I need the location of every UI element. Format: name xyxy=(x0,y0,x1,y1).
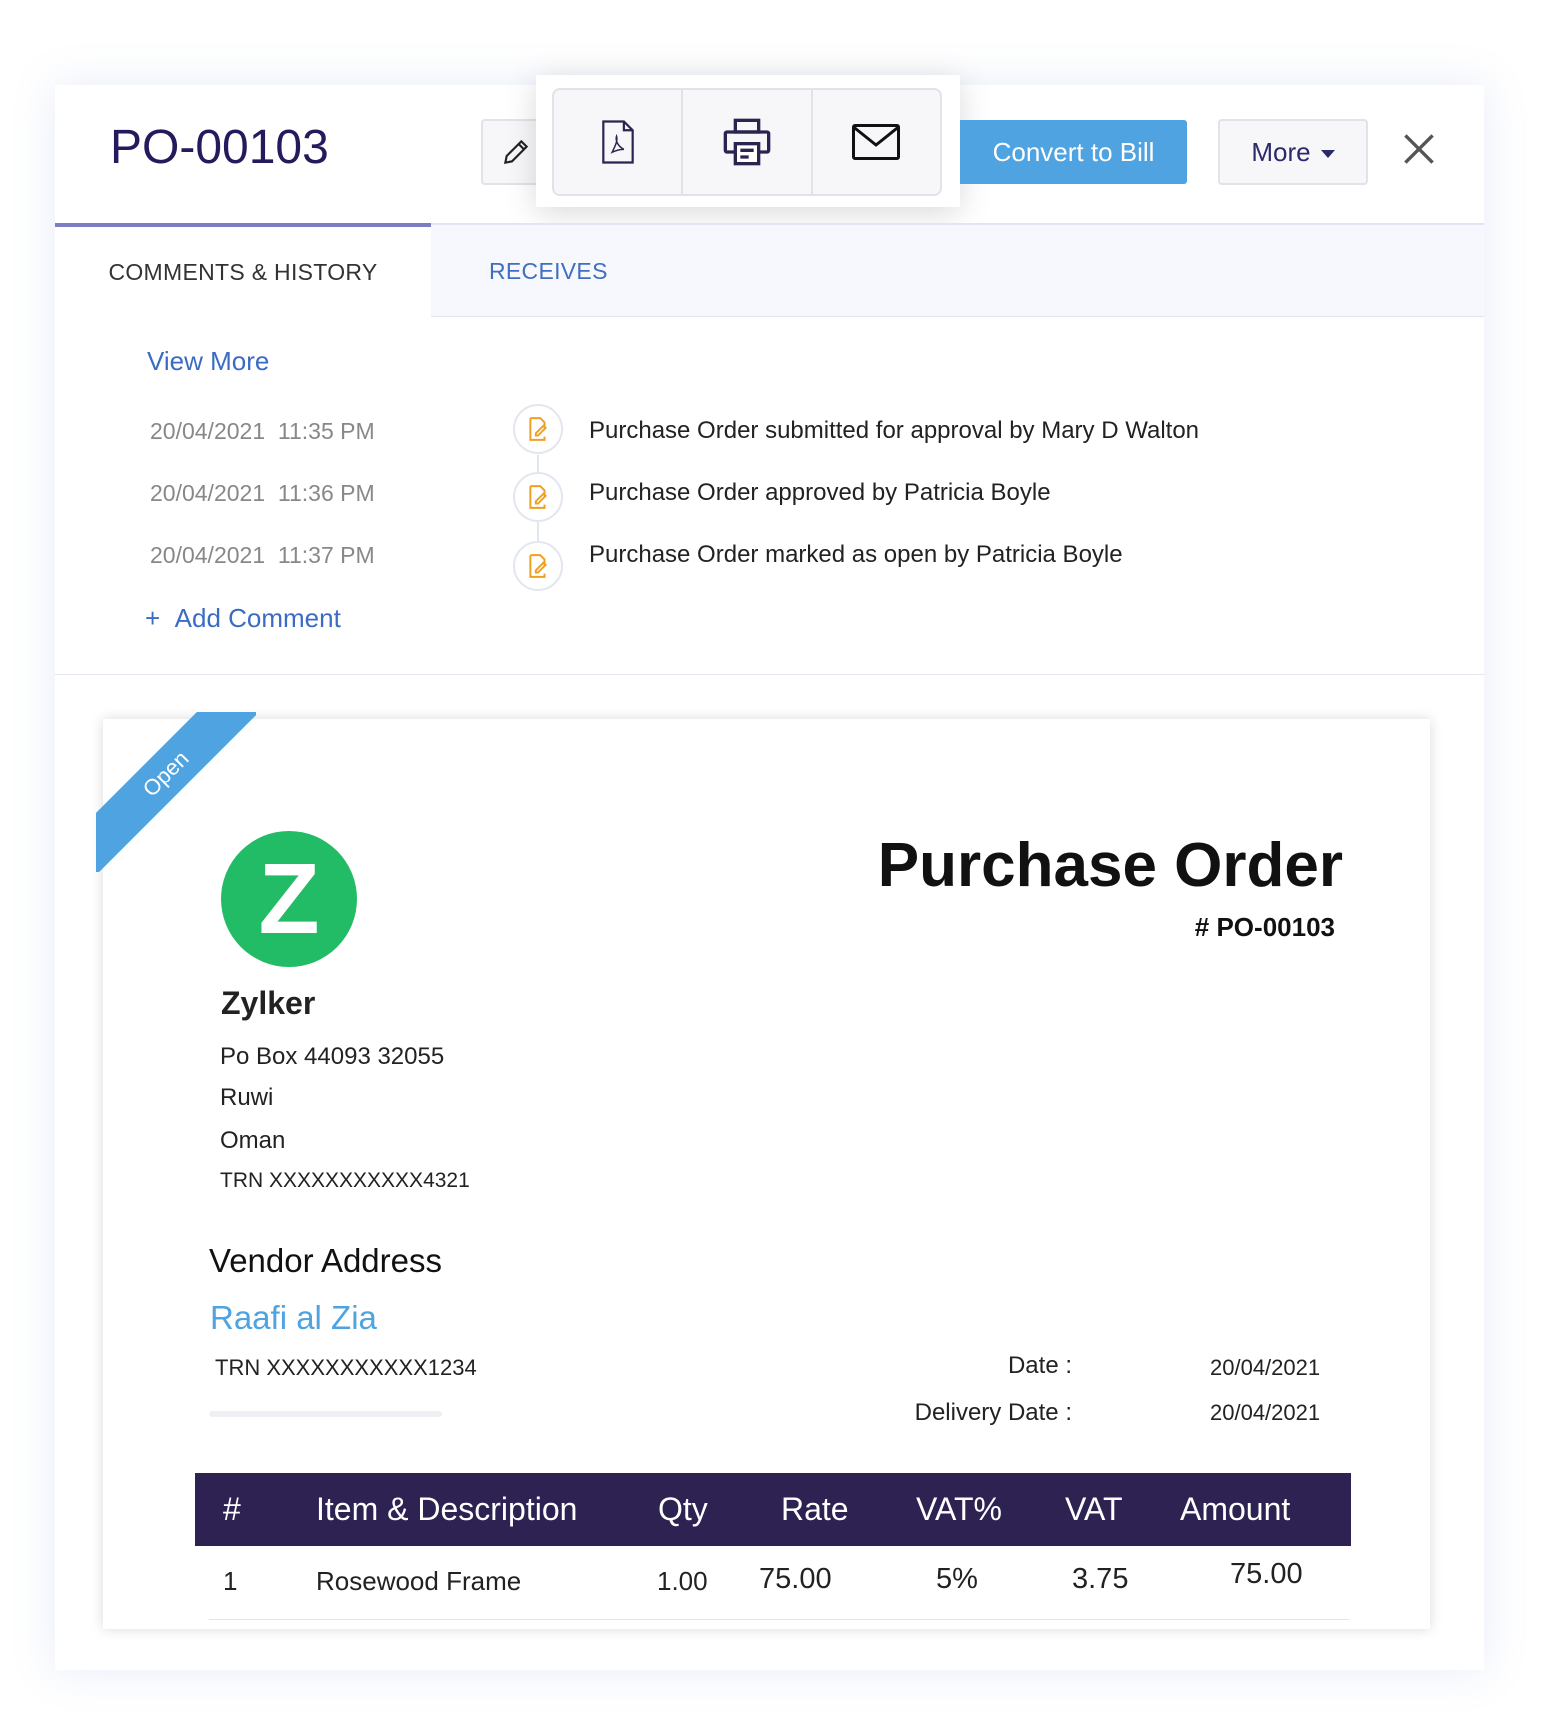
edit-note-icon xyxy=(529,554,548,578)
address-line: Ruwi xyxy=(220,1084,274,1111)
email-button[interactable] xyxy=(813,90,940,194)
edit-note-icon xyxy=(529,485,548,509)
view-more-link[interactable]: View More xyxy=(147,346,270,376)
placeholder-bar xyxy=(209,1411,442,1417)
history-icon xyxy=(513,472,563,522)
column-header: VAT xyxy=(1065,1491,1123,1527)
company-logo: Z xyxy=(221,831,357,967)
more-button[interactable]: More xyxy=(1218,119,1368,185)
column-header: Amount xyxy=(1180,1491,1291,1527)
document-heading: Purchase Order xyxy=(877,831,1343,900)
pdf-button[interactable] xyxy=(554,90,684,194)
print-button[interactable] xyxy=(683,90,813,194)
tab-comments-history[interactable]: COMMENTS & HISTORY xyxy=(55,223,431,318)
cell-vat: 3.75 xyxy=(1072,1563,1129,1595)
cell-qty: 1.00 xyxy=(657,1566,708,1596)
history-text: Purchase Order submitted for approval by… xyxy=(589,417,1200,444)
delivery-date-label: Delivery Date : xyxy=(914,1399,1072,1426)
company-trn: TRN XXXXXXXXXXX4321 xyxy=(220,1169,470,1192)
status-ribbon: Open xyxy=(96,712,256,872)
history-icon xyxy=(513,404,563,454)
close-button[interactable] xyxy=(1402,130,1436,174)
items-table-header xyxy=(195,1473,1351,1546)
vendor-address-label: Vendor Address xyxy=(209,1242,442,1279)
row-divider xyxy=(209,1619,1349,1620)
address-line: Oman xyxy=(220,1127,286,1154)
column-header: # xyxy=(223,1491,241,1527)
pencil-icon xyxy=(503,139,529,165)
page-title: PO-00103 xyxy=(110,121,329,174)
document-number: # PO-00103 xyxy=(1194,912,1335,942)
divider xyxy=(55,674,1484,675)
column-header: Item & Description xyxy=(316,1491,578,1527)
history-date: 20/04/2021 11:37 PM xyxy=(150,542,375,568)
plus-icon: + xyxy=(145,603,161,633)
add-comment-link[interactable]: + Add Comment xyxy=(145,603,341,633)
vendor-trn: TRN XXXXXXXXXXX1234 xyxy=(215,1355,477,1380)
export-toolbar xyxy=(536,75,960,207)
history-text: Purchase Order approved by Patricia Boyl… xyxy=(589,479,1051,506)
history-text: Purchase Order marked as open by Patrici… xyxy=(589,541,1123,568)
history-icon xyxy=(513,541,563,591)
address-line: Po Box 44093 32055 xyxy=(220,1043,445,1070)
caret-down-icon xyxy=(1320,150,1335,158)
cell-index: 1 xyxy=(223,1566,238,1596)
date-label: Date : xyxy=(1007,1352,1072,1379)
column-header: Qty xyxy=(658,1491,708,1527)
cell-amount: 75.00 xyxy=(1230,1558,1303,1590)
delivery-date-value: 20/04/2021 xyxy=(1210,1400,1321,1425)
column-header: Rate xyxy=(781,1491,849,1527)
vendor-name-link[interactable]: Raafi al Zia xyxy=(210,1299,377,1336)
cell-rate: 75.00 xyxy=(759,1563,832,1595)
close-icon xyxy=(1404,134,1434,164)
status-badge: Open xyxy=(96,712,256,872)
column-header: VAT% xyxy=(916,1491,1002,1527)
tab-receives[interactable]: RECEIVES xyxy=(489,258,608,284)
history-date: 20/04/2021 11:36 PM xyxy=(150,480,375,506)
cell-vat-percent: 5% xyxy=(936,1563,978,1595)
pdf-icon xyxy=(601,120,634,164)
date-value: 20/04/2021 xyxy=(1210,1355,1321,1380)
edit-note-icon xyxy=(529,417,548,441)
mail-icon xyxy=(852,124,901,160)
company-name: Zylker xyxy=(221,985,316,1021)
cell-item: Rosewood Frame xyxy=(316,1566,522,1596)
history-date: 20/04/2021 11:35 PM xyxy=(150,418,375,444)
printer-icon xyxy=(723,118,771,166)
more-label: More xyxy=(1251,136,1311,167)
convert-to-bill-button[interactable]: Convert to Bill xyxy=(960,120,1187,184)
